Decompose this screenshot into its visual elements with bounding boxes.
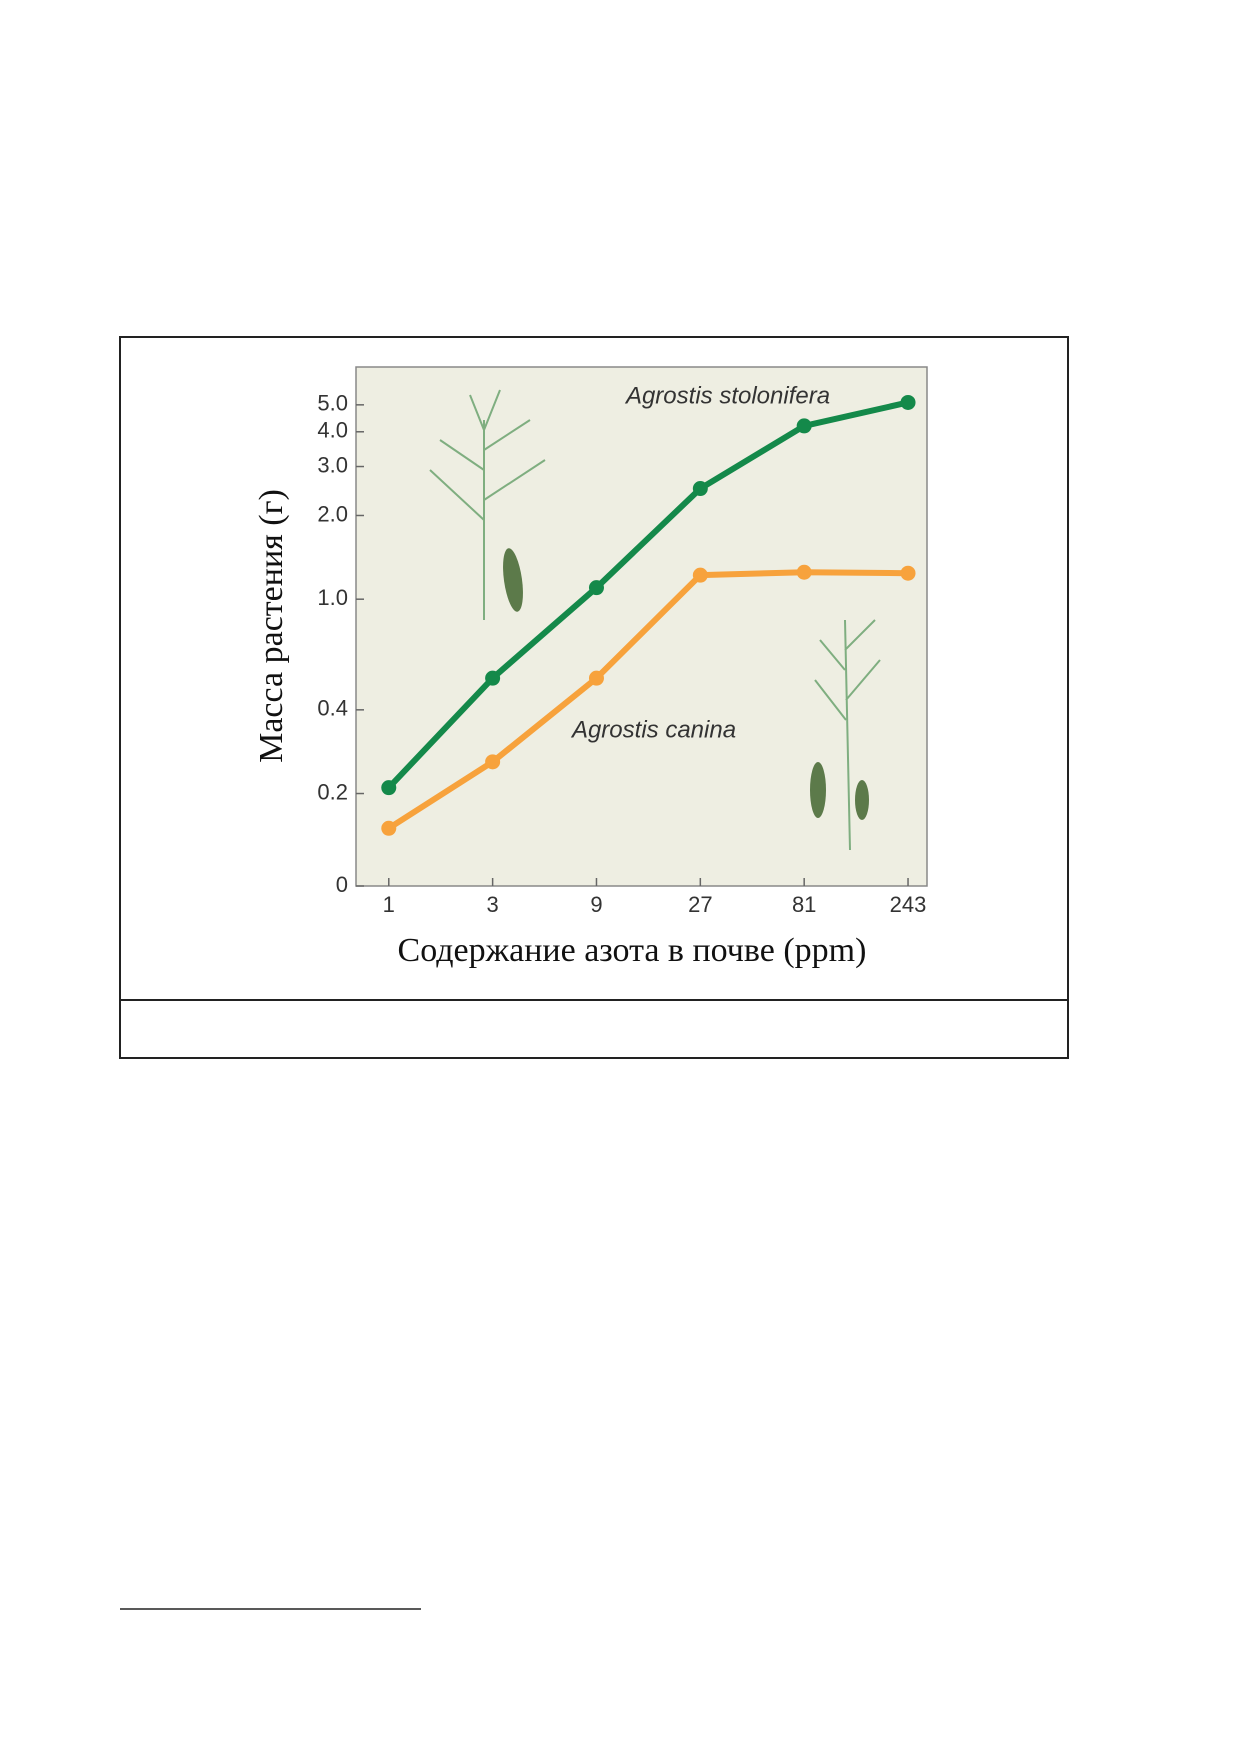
- data-point: [588, 670, 604, 686]
- series-line: [386, 399, 909, 790]
- plot: 0 0.2 0.4 1.0 2.0 3.0 4.05.0 1 3 9 27 81 243 Agrostis…: [317, 366, 928, 917]
- y-axis-title: Масса растения (г): [253, 489, 290, 763]
- y-tick-label: 0: [336, 872, 348, 897]
- y-tick-label: 2.0: [317, 501, 348, 526]
- data-point: [381, 780, 397, 796]
- series-label: Agrostis stolonifera: [624, 382, 830, 409]
- data-point: [485, 670, 501, 686]
- data-point: [900, 565, 916, 581]
- x-tick-label: 9: [590, 892, 602, 917]
- data-point: [588, 580, 604, 596]
- data-point: [796, 564, 812, 580]
- y-tick-label: 5.0: [317, 391, 348, 416]
- plot-background: [355, 366, 928, 887]
- x-tick-label: 243: [890, 892, 927, 917]
- y-tick-label: 1.0: [317, 585, 348, 610]
- x-tick-label: 27: [688, 892, 712, 917]
- data-point: [796, 418, 812, 434]
- y-tick-label: 4.0: [317, 418, 348, 443]
- plant-illustration: [429, 389, 881, 851]
- y-tick-label: 0.4: [317, 696, 348, 721]
- y-tick-label: 3.0: [317, 452, 348, 477]
- data-point: [692, 567, 708, 583]
- figure-frame: [119, 336, 1069, 1059]
- x-tick-label: 3: [487, 892, 499, 917]
- data-point: [485, 754, 501, 770]
- series-label: Agrostis canina: [570, 716, 736, 743]
- series-line: [387, 569, 909, 831]
- data-point: [692, 481, 708, 497]
- x-tick-label: 1: [383, 892, 395, 917]
- y-tick-label: 0.2: [317, 779, 348, 804]
- x-tick-label: 81: [792, 892, 816, 917]
- data-point: [381, 820, 397, 836]
- data-point: [900, 394, 916, 410]
- x-axis-title: Содержание азота в почве (ppm): [398, 932, 867, 969]
- plant-seeds: [503, 548, 869, 820]
